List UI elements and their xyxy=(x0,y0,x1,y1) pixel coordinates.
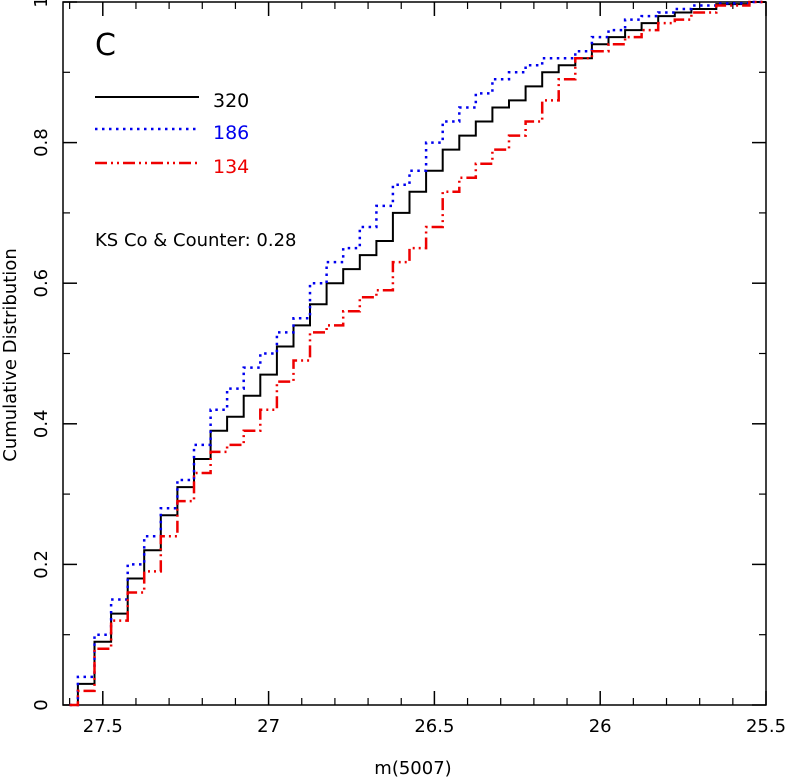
legend: 320 186 134 xyxy=(95,90,249,178)
ks-annotation: KS Co & Counter: 0.28 xyxy=(95,230,297,251)
x-axis-label: m(5007) xyxy=(374,758,451,779)
series-line-134 xyxy=(69,0,766,707)
x-tick-label: 27 xyxy=(257,716,280,737)
series-layer xyxy=(69,0,766,707)
series-line-320 xyxy=(69,1,766,706)
series-line-186 xyxy=(69,0,766,707)
x-tick-label: 25.5 xyxy=(746,716,786,737)
y-tick-label: 0.4 xyxy=(31,409,52,438)
y-tick-label: 0.2 xyxy=(31,550,52,579)
labels-layer: C m(5007) Cumulative Distribution KS Co … xyxy=(0,28,452,779)
y-tick-label: 1 xyxy=(31,0,52,8)
panel-label: C xyxy=(95,28,116,63)
x-tick-label: 26 xyxy=(589,716,612,737)
y-tick-label: 0.8 xyxy=(31,128,52,157)
plot-frame xyxy=(62,1,767,706)
x-tick-label: 26.5 xyxy=(414,716,454,737)
ticks-layer: 27.5 27 26.5 26 25.5 0 0.2 0.4 0.6 0.8 1 xyxy=(31,0,786,737)
frame-layer xyxy=(62,1,767,706)
x-tick-label: 27.5 xyxy=(83,716,123,737)
y-tick-label: 0.6 xyxy=(31,269,52,298)
y-axis-label: Cumulative Distribution xyxy=(0,248,21,461)
legend-label-320: 320 xyxy=(213,90,249,112)
y-tick-label: 0 xyxy=(31,699,52,710)
legend-label-134: 134 xyxy=(213,156,249,178)
legend-label-186: 186 xyxy=(213,122,249,144)
